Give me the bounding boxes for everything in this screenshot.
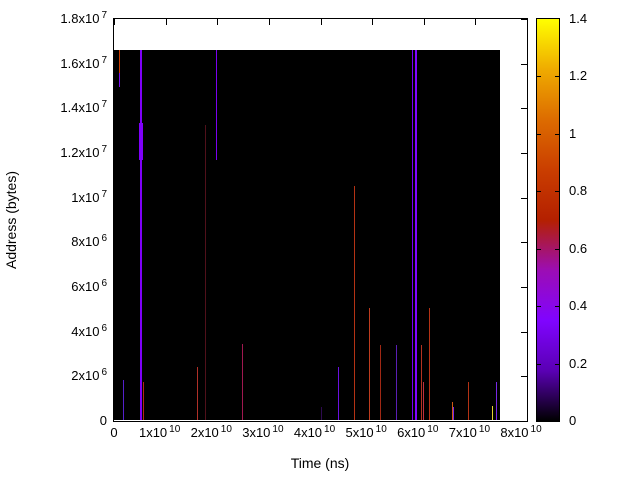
colorbar-tick-mark (555, 134, 559, 135)
memory-spike (496, 382, 497, 420)
colorbar-tick-mark (555, 306, 559, 307)
memory-spike (429, 308, 430, 420)
colorbar-tick-label: 0 (569, 413, 577, 428)
colorbar-tick-mark (537, 249, 541, 250)
y-tick-mark (521, 108, 527, 109)
x-tick-mark (166, 19, 167, 25)
y-tick-label: 1.4x10 7 (60, 99, 107, 115)
x-tick-mark (424, 19, 425, 25)
memory-spike (380, 345, 381, 420)
y-tick-mark (521, 287, 527, 288)
memory-spike (140, 50, 142, 420)
memory-spike (242, 344, 243, 420)
y-tick-label: 1.2x10 7 (60, 144, 107, 160)
memory-spike (492, 406, 493, 420)
y-axis-title: Address (bytes) (3, 170, 19, 270)
y-tick-label: 1.8x10 7 (60, 10, 107, 26)
memory-spike (396, 345, 397, 420)
x-tick-label: 1x10 10 (138, 424, 181, 440)
x-tick-mark (114, 19, 115, 25)
x-tick-mark (217, 19, 218, 25)
x-tick-label: 5x10 10 (345, 424, 387, 440)
memory-spike (119, 73, 120, 87)
colorbar-tick-label: 1.2 (569, 68, 588, 83)
colorbar-tick-mark (555, 191, 559, 192)
data-region (114, 50, 500, 420)
y-tick-mark (521, 64, 527, 65)
colorbar-tick-label: 0.8 (569, 183, 588, 198)
colorbar-tick-mark (555, 76, 559, 77)
memory-spike (123, 380, 124, 420)
x-tick-label: 7x10 10 (448, 424, 491, 440)
memory-spike (139, 123, 143, 160)
plot-border (113, 18, 528, 422)
y-tick-mark (521, 332, 527, 333)
colorbar-tick-label: 0.2 (569, 356, 588, 371)
y-tick-label: 1.6x10 7 (60, 55, 107, 71)
colorbar-tick-mark (555, 364, 559, 365)
colorbar-tick-mark (537, 134, 541, 135)
memory-spike (119, 50, 120, 73)
x-tick-mark (269, 19, 270, 25)
colorbar-gradient (536, 18, 560, 422)
y-tick-mark (521, 19, 527, 20)
x-tick-mark (372, 19, 373, 25)
y-tick-mark (521, 198, 527, 199)
memory-spike (468, 382, 469, 420)
y-tick-mark (521, 421, 527, 422)
x-tick-label: 8x10 10 (500, 424, 542, 440)
x-tick-label: 0 (110, 425, 118, 440)
memory-spike (354, 186, 355, 420)
x-tick-label: 3x10 10 (242, 424, 284, 440)
x-axis-title: Time (ns) (290, 455, 350, 471)
memory-spike (423, 382, 424, 420)
colorbar-tick-mark (537, 364, 541, 365)
memory-spike (415, 50, 417, 420)
y-tick-mark (521, 153, 527, 154)
colorbar-tick-label: 0.6 (569, 241, 588, 256)
memory-spike (338, 367, 339, 420)
x-tick-label: 6x10 10 (397, 424, 439, 440)
x-tick-label: 4x10 10 (293, 424, 336, 440)
y-tick-label: 2x10 6 (71, 367, 107, 383)
memory-spike (205, 125, 206, 420)
memory-spike (197, 367, 198, 420)
y-tick-mark (521, 242, 527, 243)
x-tick-mark (527, 19, 528, 25)
y-tick-label: 8x10 6 (71, 233, 107, 249)
y-tick-mark (521, 376, 527, 377)
memory-spike (453, 407, 454, 420)
colorbar-tick-mark (537, 306, 541, 307)
x-tick-label: 2x10 10 (190, 424, 232, 440)
memory-spike (143, 382, 144, 420)
colorbar-tick-label: 1.4 (569, 11, 588, 26)
y-tick-label: 0 (99, 413, 107, 428)
memory-spike (412, 50, 413, 420)
x-tick-mark (475, 19, 476, 25)
memory-spike (321, 407, 322, 420)
y-tick-label: 1x10 7 (71, 189, 107, 205)
y-tick-label: 6x10 6 (71, 278, 107, 294)
colorbar-tick-mark (555, 249, 559, 250)
memory-spike (452, 402, 453, 420)
colorbar-tick-label: 0.4 (569, 298, 588, 313)
memory-spike (421, 345, 422, 420)
memory-spike (216, 50, 217, 160)
y-tick-label: 4x10 6 (71, 323, 107, 339)
colorbar-tick-mark (537, 191, 541, 192)
x-tick-mark (321, 19, 322, 25)
memory-spike (369, 308, 370, 420)
colorbar-tick-mark (537, 76, 541, 77)
colorbar-tick-label: 1 (569, 126, 577, 141)
